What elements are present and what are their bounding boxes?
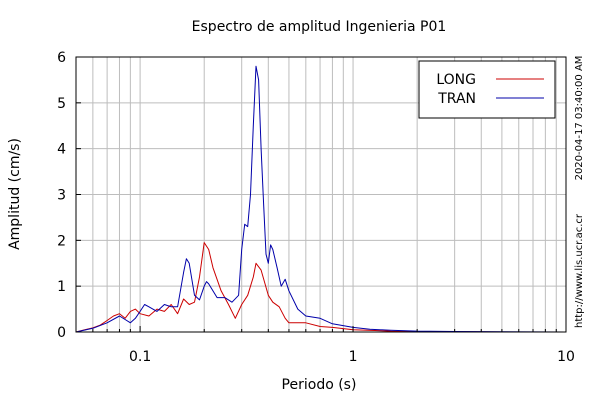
y-tick-label: 4	[57, 142, 66, 158]
series-line-tran	[75, 65, 567, 333]
y-tick-label: 6	[57, 50, 66, 66]
x-tick-label: 0.1	[129, 349, 151, 365]
x-tick-label: 10	[557, 349, 575, 365]
x-tick-label: 1	[349, 349, 358, 365]
timestamp-label: 2020-04-17 03:40:00 AM	[574, 56, 585, 181]
legend-box	[418, 60, 556, 119]
legend-label-tran: TRAN	[437, 91, 476, 107]
y-axis-label: Amplitud (cm/s)	[7, 138, 23, 250]
x-axis-label: Periodo (s)	[282, 377, 357, 393]
y-tick-label: 3	[57, 188, 66, 204]
series-line-long	[75, 242, 566, 333]
source-url-label: http://www.lis.ucr.ac.cr	[574, 213, 585, 328]
y-tick-label: 5	[57, 96, 66, 112]
ticks: 0 1 2 3 4 5 6 0.1 1 10	[57, 50, 575, 365]
chart-title: Espectro de amplitud Ingenieria P01	[192, 19, 447, 35]
y-tick-label: 2	[57, 233, 66, 249]
legend: LONG TRAN	[418, 60, 556, 119]
y-tick-label: 1	[57, 279, 66, 295]
series-layer	[75, 65, 567, 333]
y-tick-label: 0	[57, 325, 66, 341]
legend-label-long: LONG	[436, 72, 476, 88]
